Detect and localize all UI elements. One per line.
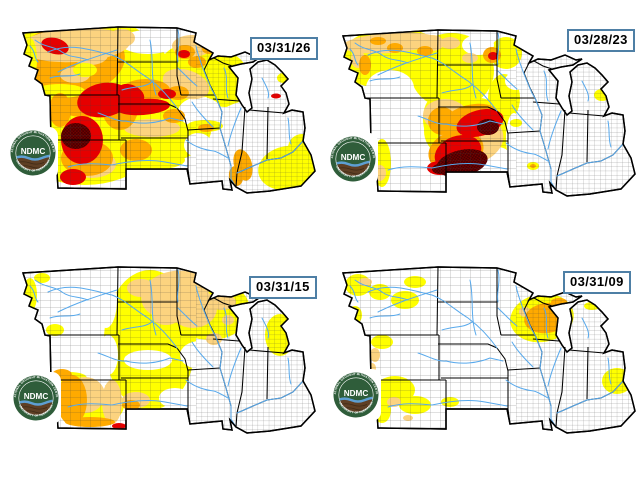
ndmc-logo-slot: NDMC NATIONAL DROUGHT MITIGATION CENTER … bbox=[328, 133, 378, 185]
ndmc-logo-slot: NDMC NATIONAL DROUGHT MITIGATION CENTER … bbox=[331, 369, 381, 421]
ndmc-logo-slot: NDMC NATIONAL DROUGHT MITIGATION CENTER … bbox=[11, 372, 61, 424]
logo-soil-line bbox=[19, 406, 48, 410]
ndmc-logo: NDMC NATIONAL DROUGHT MITIGATION CENTER … bbox=[331, 369, 381, 421]
drought-map-panel-2: NDMC NATIONAL DROUGHT MITIGATION CENTER … bbox=[320, 0, 640, 240]
drought-map-0331-09 bbox=[342, 266, 636, 434]
logo-soil-line bbox=[16, 161, 45, 165]
ndmc-logo: NDMC NATIONAL DROUGHT MITIGATION CENTER … bbox=[328, 133, 378, 185]
date-label: 03/31/26 bbox=[250, 37, 318, 60]
date-label: 03/28/23 bbox=[567, 29, 635, 52]
logo-acronym: NDMC bbox=[24, 392, 49, 401]
logo-inner-ring bbox=[338, 377, 374, 413]
drought-map-0331-15 bbox=[22, 266, 316, 434]
logo-soil-line bbox=[339, 403, 368, 407]
logo-inner-ring bbox=[18, 380, 54, 416]
logo-river-wave bbox=[19, 399, 53, 406]
drought-map-panel-4: NDMC NATIONAL DROUGHT MITIGATION CENTER … bbox=[320, 240, 640, 480]
date-label: 03/31/09 bbox=[563, 271, 631, 294]
logo-river-wave bbox=[339, 396, 373, 403]
logo-inner-ring bbox=[15, 135, 51, 171]
logo-acronym: NDMC bbox=[341, 153, 366, 162]
drought-map-panel-1: NDMC NATIONAL DROUGHT MITIGATION CENTER … bbox=[0, 0, 320, 240]
date-label: 03/31/15 bbox=[249, 276, 317, 299]
ndmc-logo-slot: NDMC NATIONAL DROUGHT MITIGATION CENTER … bbox=[8, 127, 58, 179]
logo-acronym: NDMC bbox=[344, 389, 369, 398]
logo-soil-line bbox=[336, 167, 365, 171]
ndmc-logo: NDMC NATIONAL DROUGHT MITIGATION CENTER … bbox=[8, 127, 58, 179]
logo-river-wave bbox=[336, 160, 370, 167]
drought-map-panel-3: NDMC NATIONAL DROUGHT MITIGATION CENTER … bbox=[0, 240, 320, 480]
logo-inner-ring bbox=[335, 141, 371, 177]
logo-acronym: NDMC bbox=[21, 147, 46, 156]
drought-map-0331-26 bbox=[22, 26, 316, 194]
ndmc-logo: NDMC NATIONAL DROUGHT MITIGATION CENTER … bbox=[11, 372, 61, 424]
logo-river-wave bbox=[16, 154, 50, 161]
